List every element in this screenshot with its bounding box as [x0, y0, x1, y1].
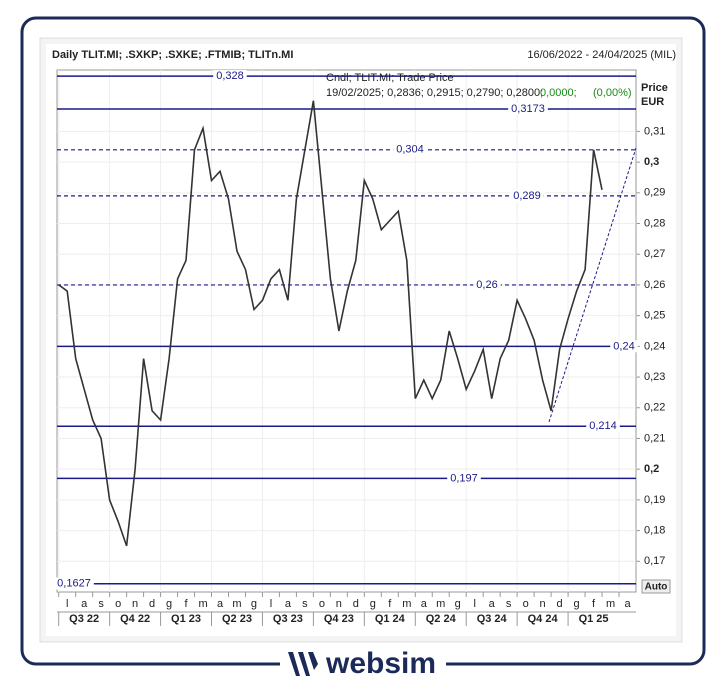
quarter-label: Q2 24: [426, 613, 457, 625]
auto-label[interactable]: Auto: [645, 582, 668, 593]
legend-change: (0,00%): [593, 87, 632, 99]
y-tick-label: 0,3: [644, 156, 659, 168]
x-tick-label: n: [540, 598, 546, 610]
level-label-bg: [508, 102, 548, 115]
x-tick-label: g: [166, 598, 172, 610]
axis-title: EUR: [641, 96, 664, 108]
level-label: 0,3173: [511, 103, 545, 115]
x-tick-label: m: [232, 598, 241, 610]
x-tick-label: m: [606, 598, 615, 610]
x-tick-label: n: [132, 598, 138, 610]
x-tick-label: o: [319, 598, 325, 610]
quarter-label: Q3 22: [69, 613, 99, 625]
y-tick-label: 0,29: [644, 187, 665, 199]
y-tick-label: 0,19: [644, 494, 665, 506]
x-tick-label: f: [592, 598, 596, 610]
x-tick-label: s: [98, 598, 104, 610]
y-tick-label: 0,22: [644, 402, 665, 414]
quarter-label: Q2 23: [222, 613, 252, 625]
x-tick-label: g: [251, 598, 257, 610]
chart-title: Daily TLIT.MI; .SXKP; .SXKE; .FTMIB; TLI…: [52, 49, 293, 61]
y-tick-label: 0,25: [644, 310, 665, 322]
x-tick-label: o: [523, 598, 529, 610]
trend-line: [548, 147, 637, 423]
level-label: 0,328: [216, 70, 244, 82]
quarter-label: Q1 25: [579, 613, 609, 625]
quarter-label: Q1 24: [375, 613, 406, 625]
axis-title: Price: [641, 82, 668, 94]
level-label-bg: [510, 189, 544, 202]
level-label-bg: [54, 577, 94, 590]
y-tick-label: 0,18: [644, 524, 665, 536]
level-label-bg: [473, 278, 501, 291]
level-label: 0,214: [589, 420, 617, 432]
plot-frame: [56, 69, 637, 593]
level-label: 0,197: [450, 472, 478, 484]
x-tick-label: l: [66, 598, 68, 610]
legend-line: 19/02/2025; 0,2836; 0,2915; 0,2790; 0,28…: [326, 87, 543, 99]
level-label-bg: [393, 143, 427, 156]
level-label-bg: [213, 70, 247, 83]
level-label: 0,26: [476, 279, 497, 291]
x-tick-label: s: [302, 598, 308, 610]
quarter-label: Q4 23: [324, 613, 354, 625]
x-tick-label: a: [285, 598, 292, 610]
quarter-label: Q3 24: [477, 613, 508, 625]
level-label: 0,289: [513, 190, 541, 202]
level-label-bg: [610, 340, 638, 353]
y-tick-label: 0,2: [644, 463, 659, 475]
price-line: [58, 100, 603, 547]
x-tick-label: m: [436, 598, 445, 610]
x-tick-label: m: [402, 598, 411, 610]
x-tick-label: a: [421, 598, 428, 610]
quarter-label: Q3 23: [273, 613, 303, 625]
level-label: 0,1627: [57, 578, 91, 590]
y-tick-label: 0,21: [644, 432, 665, 444]
level-label-bg: [586, 420, 620, 433]
y-tick-label: 0,17: [644, 555, 665, 567]
level-label-bg: [447, 472, 481, 485]
x-tick-label: m: [198, 598, 207, 610]
legend-change: 0,0000;: [540, 87, 577, 99]
x-tick-label: a: [217, 598, 224, 610]
x-tick-label: f: [185, 598, 189, 610]
x-tick-label: a: [624, 598, 631, 610]
x-tick-label: f: [388, 598, 392, 610]
level-label: 0,304: [396, 144, 424, 156]
x-tick-label: d: [149, 598, 155, 610]
y-tick-label: 0,27: [644, 248, 665, 260]
x-tick-label: g: [455, 598, 461, 610]
brand-icon: [288, 652, 318, 676]
auto-button[interactable]: [641, 579, 671, 594]
y-tick-label: 0,28: [644, 217, 665, 229]
y-tick-label: 0,24: [644, 340, 665, 352]
quarter-label: Q1 23: [171, 613, 201, 625]
x-tick-label: l: [473, 598, 475, 610]
x-tick-label: o: [115, 598, 121, 610]
x-tick-label: g: [574, 598, 580, 610]
date-range: 16/06/2022 - 24/04/2025 (MIL): [527, 49, 676, 61]
x-tick-label: n: [336, 598, 342, 610]
y-tick-label: 0,23: [644, 371, 665, 383]
x-tick-label: g: [370, 598, 376, 610]
quarter-label: Q4 22: [120, 613, 150, 625]
legend-line: Cndl; TLIT.MI; Trade Price: [326, 72, 454, 84]
brand: websim: [325, 647, 436, 680]
y-tick-label: 0,31: [644, 125, 665, 137]
x-tick-label: d: [353, 598, 359, 610]
quarter-label: Q4 24: [528, 613, 559, 625]
x-tick-label: a: [81, 598, 88, 610]
x-tick-label: d: [557, 598, 563, 610]
y-tick-label: 0,26: [644, 279, 665, 291]
x-tick-label: l: [270, 598, 272, 610]
chart-bg: [46, 44, 676, 636]
level-label: 0,24: [613, 340, 634, 352]
x-tick-label: s: [506, 598, 512, 610]
x-tick-label: a: [489, 598, 496, 610]
